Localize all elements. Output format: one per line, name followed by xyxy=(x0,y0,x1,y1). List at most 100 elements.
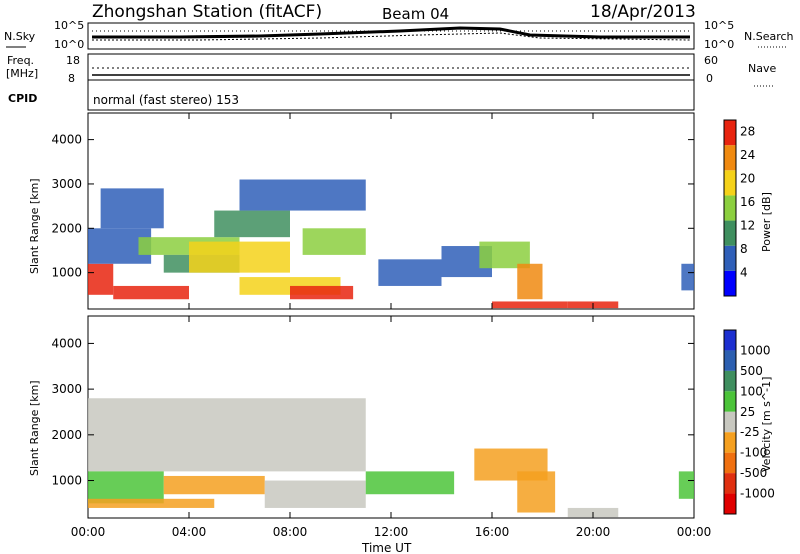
freq-left-tick-bottom: 8 xyxy=(68,72,75,85)
power-colorbar-tick-6: 28 xyxy=(740,125,755,139)
velocity-ytick-label-1: 2000 xyxy=(51,428,82,442)
noise-right-tick-bottom: 10^0 xyxy=(704,38,734,51)
velocity-colorbar-tick-1: 500 xyxy=(740,364,763,378)
x-tick-label-5: 20:00 xyxy=(576,525,611,539)
cpid-text: normal (fast stereo) 153 xyxy=(93,93,239,107)
velocity-cell-9 xyxy=(678,471,694,499)
power-colorbar-tick-0: 4 xyxy=(740,266,748,280)
velocity-colorbar-band-1 xyxy=(724,350,736,371)
power-cells xyxy=(88,179,694,309)
date-label: 18/Apr/2013 xyxy=(590,2,696,22)
power-colorbar-tick-3: 16 xyxy=(740,195,755,209)
cpid-label: CPID xyxy=(8,92,37,105)
velocity-colorbar-tick-0: 1000 xyxy=(740,343,771,357)
beam-label: Beam 04 xyxy=(382,5,449,23)
power-y-ticks: 1000 2000 3000 4000 xyxy=(51,133,694,280)
power-ytick-label-2: 3000 xyxy=(51,177,82,191)
power-colorbar-tick-5: 24 xyxy=(740,148,755,162)
x-tick-label-6: 00:00 xyxy=(677,525,712,539)
noise-panel: N.Sky 10^5 10^0 10^5 10^0 N.Search xyxy=(4,19,794,51)
freq-left-tick-top: 18 xyxy=(66,54,80,67)
power-panel: Slant Range [km] 1000 2000 3000 4000 xyxy=(28,112,695,310)
power-colorbar-band-3 xyxy=(724,195,736,221)
velocity-cell-7 xyxy=(517,471,556,513)
frequency-panel: Freq. [MHz] 18 8 60 0 Nave xyxy=(6,53,776,87)
velocity-colorbar: 1000 500 100 25 -25 -100 -500 -1000 xyxy=(723,329,775,515)
velocity-cells xyxy=(88,398,694,518)
velocity-colorbar-tick-5: -100 xyxy=(740,446,767,460)
power-colorbar-band-5 xyxy=(724,145,736,171)
velocity-y-ticks: 1000 2000 3000 4000 xyxy=(51,336,694,488)
velocity-cell-5 xyxy=(365,471,455,495)
velocity-colorbar-band-5 xyxy=(724,432,736,453)
velocity-cell-2 xyxy=(88,498,215,508)
x-tick-label-1: 04:00 xyxy=(172,525,207,539)
power-colorbar-tick-2: 12 xyxy=(740,219,755,233)
velocity-panel: Slant Range [km] 1000 2000 3000 4000 xyxy=(28,315,695,519)
freq-right-tick-bottom: 0 xyxy=(706,72,713,85)
noise-search-label: N.Search xyxy=(744,30,794,43)
power-y-axis-label: Slant Range [km] xyxy=(28,178,41,274)
power-colorbar-band-0 xyxy=(724,270,736,296)
velocity-ytick-label-0: 1000 xyxy=(51,474,82,488)
power-colorbar-band-2 xyxy=(724,220,736,246)
power-cell-0 xyxy=(88,263,114,295)
power-cell-6 xyxy=(189,241,290,273)
x-tick-label-3: 12:00 xyxy=(374,525,409,539)
noise-sky-line xyxy=(92,26,690,39)
power-colorbar-band-1 xyxy=(724,245,736,271)
velocity-colorbar-band-8 xyxy=(724,493,736,514)
velocity-colorbar-tick-4: -25 xyxy=(740,425,760,439)
power-cell-16 xyxy=(492,301,568,309)
noise-right-tick-top: 10^5 xyxy=(704,19,734,32)
power-cell-11 xyxy=(302,228,366,255)
x-tick-label-4: 16:00 xyxy=(475,525,510,539)
power-cell-8 xyxy=(239,179,366,211)
power-ytick-label-1: 2000 xyxy=(51,221,82,235)
power-cell-12 xyxy=(378,259,442,286)
x-tick-label-2: 08:00 xyxy=(273,525,308,539)
x-tick-label-0: 00:00 xyxy=(71,525,106,539)
velocity-colorbar-tick-6: -500 xyxy=(740,466,767,480)
freq-right-tick-top: 60 xyxy=(704,54,718,67)
x-axis-label: Time UT xyxy=(361,541,412,554)
power-colorbar: 4 8 12 16 20 24 28 xyxy=(723,119,755,297)
cpid-panel: CPID normal (fast stereo) 153 xyxy=(8,79,695,111)
power-colorbar-tick-4: 20 xyxy=(740,172,755,186)
power-colorbar-label: Power [dB] xyxy=(760,192,773,252)
velocity-cell-4 xyxy=(264,480,366,508)
power-cell-7 xyxy=(214,210,290,238)
nave-label: Nave xyxy=(748,62,776,75)
noise-left-tick-bottom: 10^0 xyxy=(54,38,84,51)
freq-label-line1: Freq. xyxy=(7,54,34,67)
noise-left-tick-top: 10^5 xyxy=(54,19,84,32)
velocity-cell-3 xyxy=(163,475,265,495)
power-cell-18 xyxy=(681,263,694,291)
velocity-colorbar-band-2 xyxy=(724,370,736,392)
velocity-colorbar-band-4 xyxy=(724,411,736,433)
velocity-colorbar-label: Velocity [m s^-1] xyxy=(760,377,773,472)
velocity-colorbar-band-6 xyxy=(724,452,736,474)
freq-label-line2: [MHz] xyxy=(6,67,38,80)
velocity-cell-1 xyxy=(88,471,164,504)
velocity-ytick-label-3: 4000 xyxy=(51,336,82,350)
station-title: Zhongshan Station (fitACF) xyxy=(92,2,322,22)
power-cell-3 xyxy=(113,285,189,300)
noise-sky-label: N.Sky xyxy=(4,30,36,43)
power-ytick-label-3: 4000 xyxy=(51,133,82,147)
power-colorbar-frame xyxy=(723,119,737,297)
power-cell-2 xyxy=(100,188,164,229)
velocity-colorbar-tick-2: 100 xyxy=(740,384,763,398)
power-cell-10 xyxy=(290,285,354,300)
velocity-colorbar-tick-3: 25 xyxy=(740,405,755,419)
power-colorbar-tick-1: 8 xyxy=(740,242,748,256)
velocity-y-axis-label: Slant Range [km] xyxy=(28,380,41,476)
velocity-ytick-label-2: 3000 xyxy=(51,382,82,396)
velocity-colorbar-frame xyxy=(723,329,737,515)
velocity-cell-0 xyxy=(88,398,366,472)
velocity-colorbar-band-0 xyxy=(724,330,736,351)
velocity-colorbar-tick-7: -1000 xyxy=(740,487,775,501)
x-axis: 00:00 04:00 08:00 12:00 16:00 20:00 00:00 xyxy=(71,113,712,539)
velocity-colorbar-band-7 xyxy=(724,473,736,494)
